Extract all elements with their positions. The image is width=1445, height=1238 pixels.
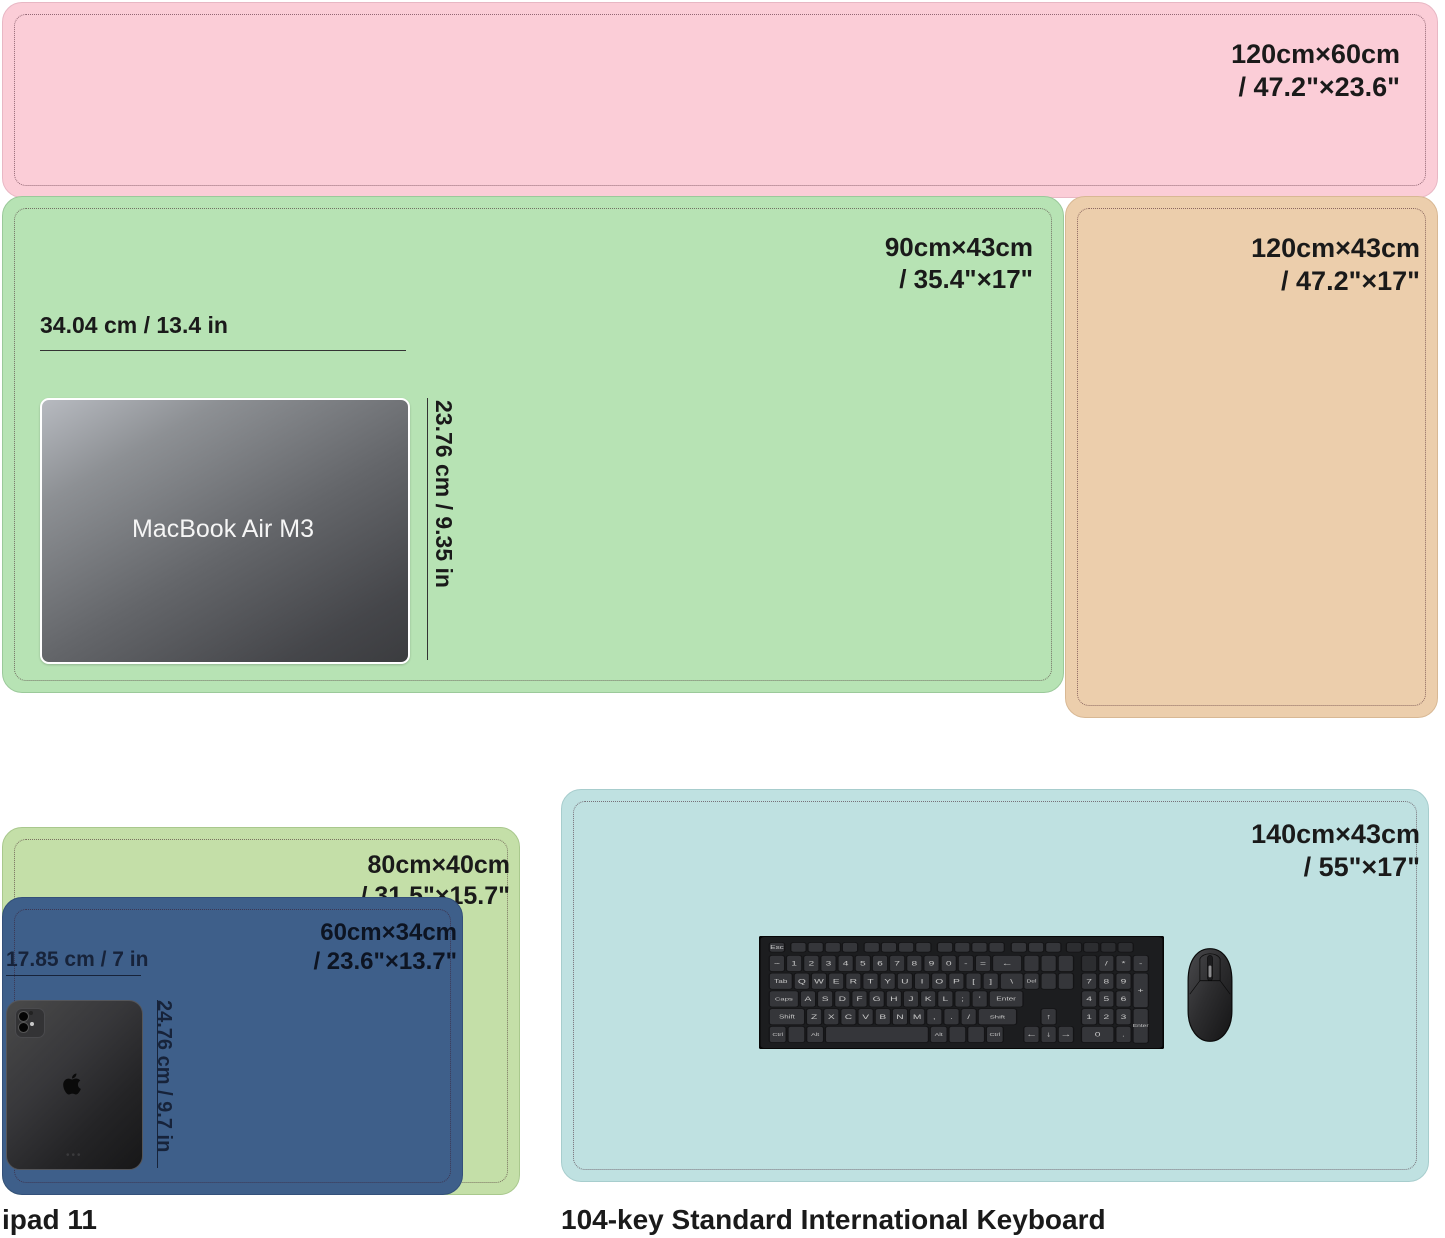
svg-text:.: . — [950, 1013, 953, 1021]
svg-text:P: P — [953, 977, 960, 985]
svg-text:9: 9 — [1121, 977, 1127, 985]
svg-text:J: J — [908, 995, 913, 1003]
svg-text:U: U — [901, 977, 908, 985]
svg-text:5: 5 — [1103, 995, 1109, 1003]
svg-text:7: 7 — [894, 960, 900, 968]
svg-text:I: I — [921, 977, 924, 985]
svg-text:R: R — [850, 977, 857, 985]
svg-text:→: → — [1060, 1030, 1071, 1038]
svg-text:Del: Del — [1026, 979, 1036, 984]
svg-text:2: 2 — [1103, 1013, 1109, 1021]
svg-text:E: E — [833, 977, 840, 985]
svg-text:N: N — [896, 1013, 903, 1021]
svg-text:]: ] — [989, 977, 992, 985]
svg-text:V: V — [862, 1013, 869, 1021]
svg-text:S: S — [822, 995, 829, 1003]
svg-text:2: 2 — [808, 960, 814, 968]
svg-text:Shift: Shift — [990, 1015, 1006, 1020]
svg-text:3: 3 — [1121, 1013, 1127, 1021]
svg-text:Z: Z — [811, 1013, 817, 1021]
svg-text:Enter: Enter — [1133, 1024, 1149, 1029]
svg-text:-: - — [1139, 960, 1143, 968]
svg-text:Caps: Caps — [775, 997, 793, 1002]
svg-text:←: ← — [1026, 1030, 1037, 1038]
svg-text:M: M — [913, 1013, 922, 1021]
svg-text:A: A — [805, 995, 812, 1003]
svg-text:+: + — [1138, 986, 1144, 994]
svg-text:~: ~ — [774, 960, 780, 968]
svg-text:1: 1 — [791, 960, 797, 968]
svg-text:K: K — [925, 995, 932, 1003]
svg-text:L: L — [942, 995, 948, 1003]
svg-text:8: 8 — [1103, 977, 1109, 985]
svg-text:;: ; — [961, 995, 964, 1003]
svg-text:←: ← — [1001, 959, 1012, 967]
svg-text:Tab: Tab — [774, 979, 787, 984]
svg-text:↑: ↑ — [1046, 1012, 1052, 1020]
svg-text:3: 3 — [826, 960, 832, 968]
svg-text:0: 0 — [946, 960, 952, 968]
svg-text:=: = — [980, 960, 986, 968]
svg-text:Y: Y — [884, 977, 891, 985]
svg-text:C: C — [845, 1013, 852, 1021]
svg-text:D: D — [839, 995, 846, 1003]
svg-text:4: 4 — [843, 960, 849, 968]
svg-text:6: 6 — [877, 960, 883, 968]
svg-text:G: G — [873, 995, 881, 1003]
svg-text:O: O — [935, 977, 943, 985]
svg-text:.: . — [1122, 1031, 1125, 1039]
svg-text:F: F — [856, 995, 862, 1003]
svg-text:0: 0 — [1095, 1031, 1101, 1039]
svg-text:Enter: Enter — [996, 997, 1016, 1002]
svg-text:X: X — [828, 1013, 835, 1021]
svg-text:Ctrl: Ctrl — [989, 1033, 1000, 1038]
svg-text:B: B — [879, 1013, 886, 1021]
svg-text:,: , — [933, 1013, 936, 1021]
svg-text:7: 7 — [1086, 977, 1092, 985]
svg-text:Q: Q — [798, 977, 806, 985]
svg-text:H: H — [890, 995, 897, 1003]
svg-text:T: T — [867, 977, 874, 985]
svg-text:6: 6 — [1121, 995, 1127, 1003]
svg-text:5: 5 — [860, 960, 866, 968]
svg-text:8: 8 — [911, 960, 917, 968]
svg-text:-: - — [964, 960, 968, 968]
svg-text:Alt: Alt — [935, 1033, 944, 1038]
svg-text:Alt: Alt — [811, 1033, 820, 1038]
svg-text:Shift: Shift — [779, 1015, 795, 1020]
svg-text:1: 1 — [1086, 1013, 1092, 1021]
svg-text:9: 9 — [929, 960, 935, 968]
svg-text:4: 4 — [1086, 995, 1092, 1003]
svg-text:Ctrl: Ctrl — [772, 1033, 783, 1038]
svg-text:W: W — [814, 977, 825, 985]
svg-text:Esc: Esc — [770, 945, 784, 950]
svg-text:↓: ↓ — [1046, 1030, 1052, 1038]
